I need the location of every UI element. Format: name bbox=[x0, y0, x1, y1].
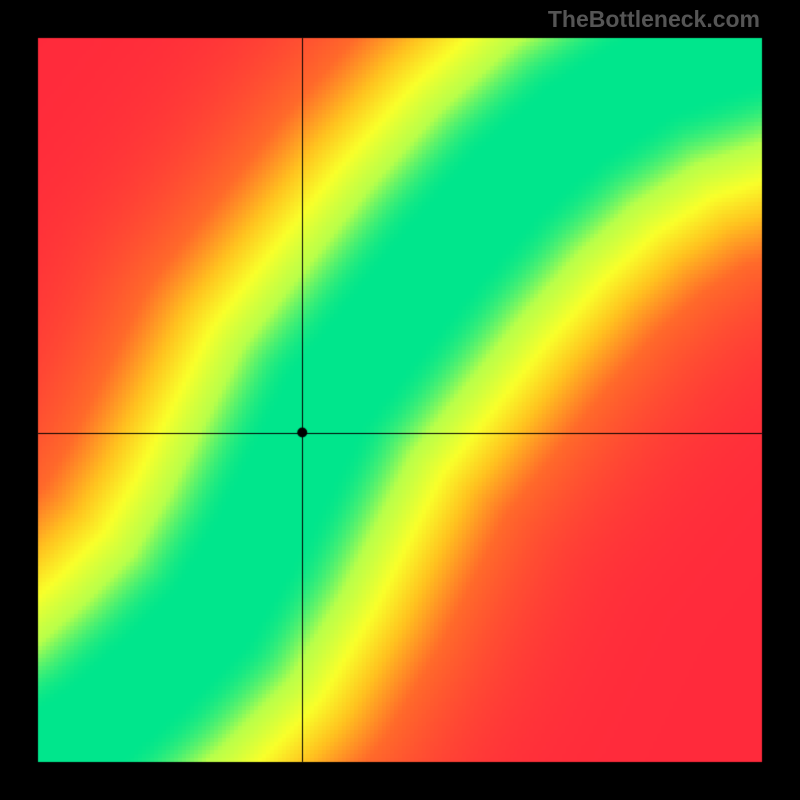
heatmap-canvas bbox=[0, 0, 800, 800]
chart-container: TheBottleneck.com bbox=[0, 0, 800, 800]
watermark-label: TheBottleneck.com bbox=[548, 6, 760, 33]
